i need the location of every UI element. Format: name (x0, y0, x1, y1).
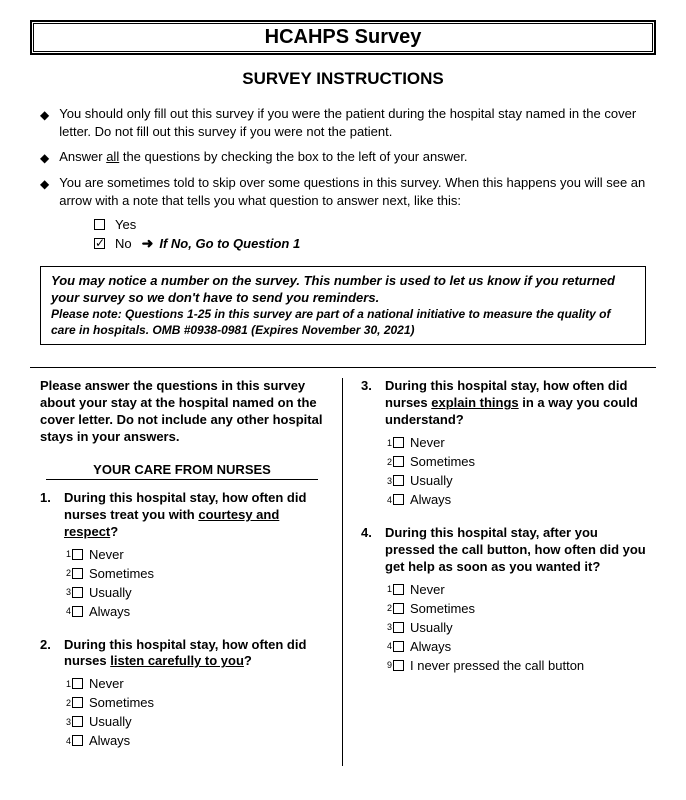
answer-option[interactable]: 2Sometimes (64, 566, 324, 581)
question-body: During this hospital stay, how often did… (385, 378, 646, 511)
checkbox-icon[interactable] (393, 660, 404, 671)
intro-text: Please answer the questions in this surv… (40, 378, 324, 446)
example-row-yes: Yes (94, 217, 646, 232)
skip-instruction: If No, Go to Question 1 (159, 236, 300, 251)
instruction-item: ◆ Answer all the questions by checking t… (40, 148, 646, 166)
answer-option[interactable]: 4Always (385, 492, 646, 507)
option-label: Always (89, 733, 130, 748)
notice-box: You may notice a number on the survey. T… (40, 266, 646, 345)
option-label: I never pressed the call button (410, 658, 584, 673)
question-2: 2. During this hospital stay, how often … (40, 637, 324, 753)
checkbox-icon[interactable] (72, 697, 83, 708)
checkbox-icon[interactable] (393, 494, 404, 505)
title-box: HCAHPS Survey (30, 20, 656, 55)
option-label: Usually (89, 714, 132, 729)
instructions-heading: SURVEY INSTRUCTIONS (30, 69, 656, 89)
question-3: 3. During this hospital stay, how often … (361, 378, 646, 511)
checkbox-icon[interactable] (72, 716, 83, 727)
answer-option[interactable]: 4Always (64, 604, 324, 619)
notice-sub: Please note: Questions 1-25 in this surv… (51, 307, 635, 338)
answer-option[interactable]: 2Sometimes (385, 601, 646, 616)
option-label: Never (89, 676, 124, 691)
checkbox-icon[interactable] (393, 437, 404, 448)
checkbox-icon[interactable] (393, 603, 404, 614)
question-text: During this hospital stay, how often did… (64, 490, 324, 541)
instruction-text: You should only fill out this survey if … (59, 105, 646, 140)
instruction-item: ◆ You are sometimes told to skip over so… (40, 174, 646, 209)
question-number: 3. (361, 378, 385, 511)
arrow-right-icon: ➜ (142, 235, 154, 252)
instruction-text: You are sometimes told to skip over some… (59, 174, 646, 209)
answer-option[interactable]: 4Always (385, 639, 646, 654)
answer-option[interactable]: 1Never (64, 676, 324, 691)
question-4: 4. During this hospital stay, after you … (361, 525, 646, 677)
checkbox-icon[interactable] (393, 456, 404, 467)
option-label: Usually (89, 585, 132, 600)
question-1: 1. During this hospital stay, how often … (40, 490, 324, 623)
question-body: During this hospital stay, how often did… (64, 637, 324, 753)
checkbox-icon[interactable] (72, 549, 83, 560)
option-label: Never (89, 547, 124, 562)
instruction-text: Answer all the questions by checking the… (59, 148, 467, 166)
option-label: Usually (410, 620, 453, 635)
checkbox-icon[interactable] (72, 735, 83, 746)
checkbox-checked-icon (94, 238, 105, 249)
column-right: 3. During this hospital stay, how often … (343, 378, 656, 766)
notice-main: You may notice a number on the survey. T… (51, 273, 635, 307)
checkbox-icon[interactable] (393, 622, 404, 633)
option-label: Sometimes (89, 695, 154, 710)
skip-example: Yes No ➜ If No, Go to Question 1 (94, 217, 646, 252)
answer-option[interactable]: 1Never (385, 582, 646, 597)
section-heading: YOUR CARE FROM NURSES (46, 462, 318, 480)
example-label: Yes (115, 217, 136, 232)
column-left: Please answer the questions in this surv… (30, 378, 343, 766)
question-text: During this hospital stay, how often did… (385, 378, 646, 429)
question-body: During this hospital stay, how often did… (64, 490, 324, 623)
answer-option[interactable]: 4Always (64, 733, 324, 748)
questions-columns: Please answer the questions in this surv… (30, 378, 656, 766)
option-label: Never (410, 435, 445, 450)
answer-option[interactable]: 3Usually (385, 473, 646, 488)
question-number: 1. (40, 490, 64, 623)
option-label: Always (89, 604, 130, 619)
option-label: Usually (410, 473, 453, 488)
option-label: Never (410, 582, 445, 597)
example-label: No (115, 236, 132, 251)
option-label: Sometimes (410, 454, 475, 469)
survey-title: HCAHPS Survey (33, 23, 653, 52)
checkbox-icon[interactable] (72, 678, 83, 689)
question-text: During this hospital stay, how often did… (64, 637, 324, 671)
answer-option[interactable]: 3Usually (64, 585, 324, 600)
instruction-item: ◆ You should only fill out this survey i… (40, 105, 646, 140)
answer-option[interactable]: 3Usually (385, 620, 646, 635)
example-row-no: No ➜ If No, Go to Question 1 (94, 235, 646, 252)
checkbox-icon[interactable] (72, 587, 83, 598)
checkbox-icon (94, 219, 105, 230)
checkbox-icon[interactable] (393, 475, 404, 486)
option-label: Sometimes (89, 566, 154, 581)
answer-option[interactable]: 2Sometimes (385, 454, 646, 469)
diamond-bullet-icon: ◆ (40, 150, 49, 166)
divider (30, 367, 656, 368)
diamond-bullet-icon: ◆ (40, 176, 49, 209)
diamond-bullet-icon: ◆ (40, 107, 49, 140)
checkbox-icon[interactable] (393, 584, 404, 595)
answer-option[interactable]: 3Usually (64, 714, 324, 729)
checkbox-icon[interactable] (393, 641, 404, 652)
checkbox-icon[interactable] (72, 606, 83, 617)
question-body: During this hospital stay, after you pre… (385, 525, 646, 677)
answer-option[interactable]: 2Sometimes (64, 695, 324, 710)
checkbox-icon[interactable] (72, 568, 83, 579)
question-text: During this hospital stay, after you pre… (385, 525, 646, 576)
question-number: 4. (361, 525, 385, 677)
question-number: 2. (40, 637, 64, 753)
answer-option[interactable]: 9I never pressed the call button (385, 658, 646, 673)
option-label: Always (410, 639, 451, 654)
answer-option[interactable]: 1Never (64, 547, 324, 562)
answer-option[interactable]: 1Never (385, 435, 646, 450)
option-label: Always (410, 492, 451, 507)
instruction-list: ◆ You should only fill out this survey i… (40, 105, 646, 252)
option-label: Sometimes (410, 601, 475, 616)
